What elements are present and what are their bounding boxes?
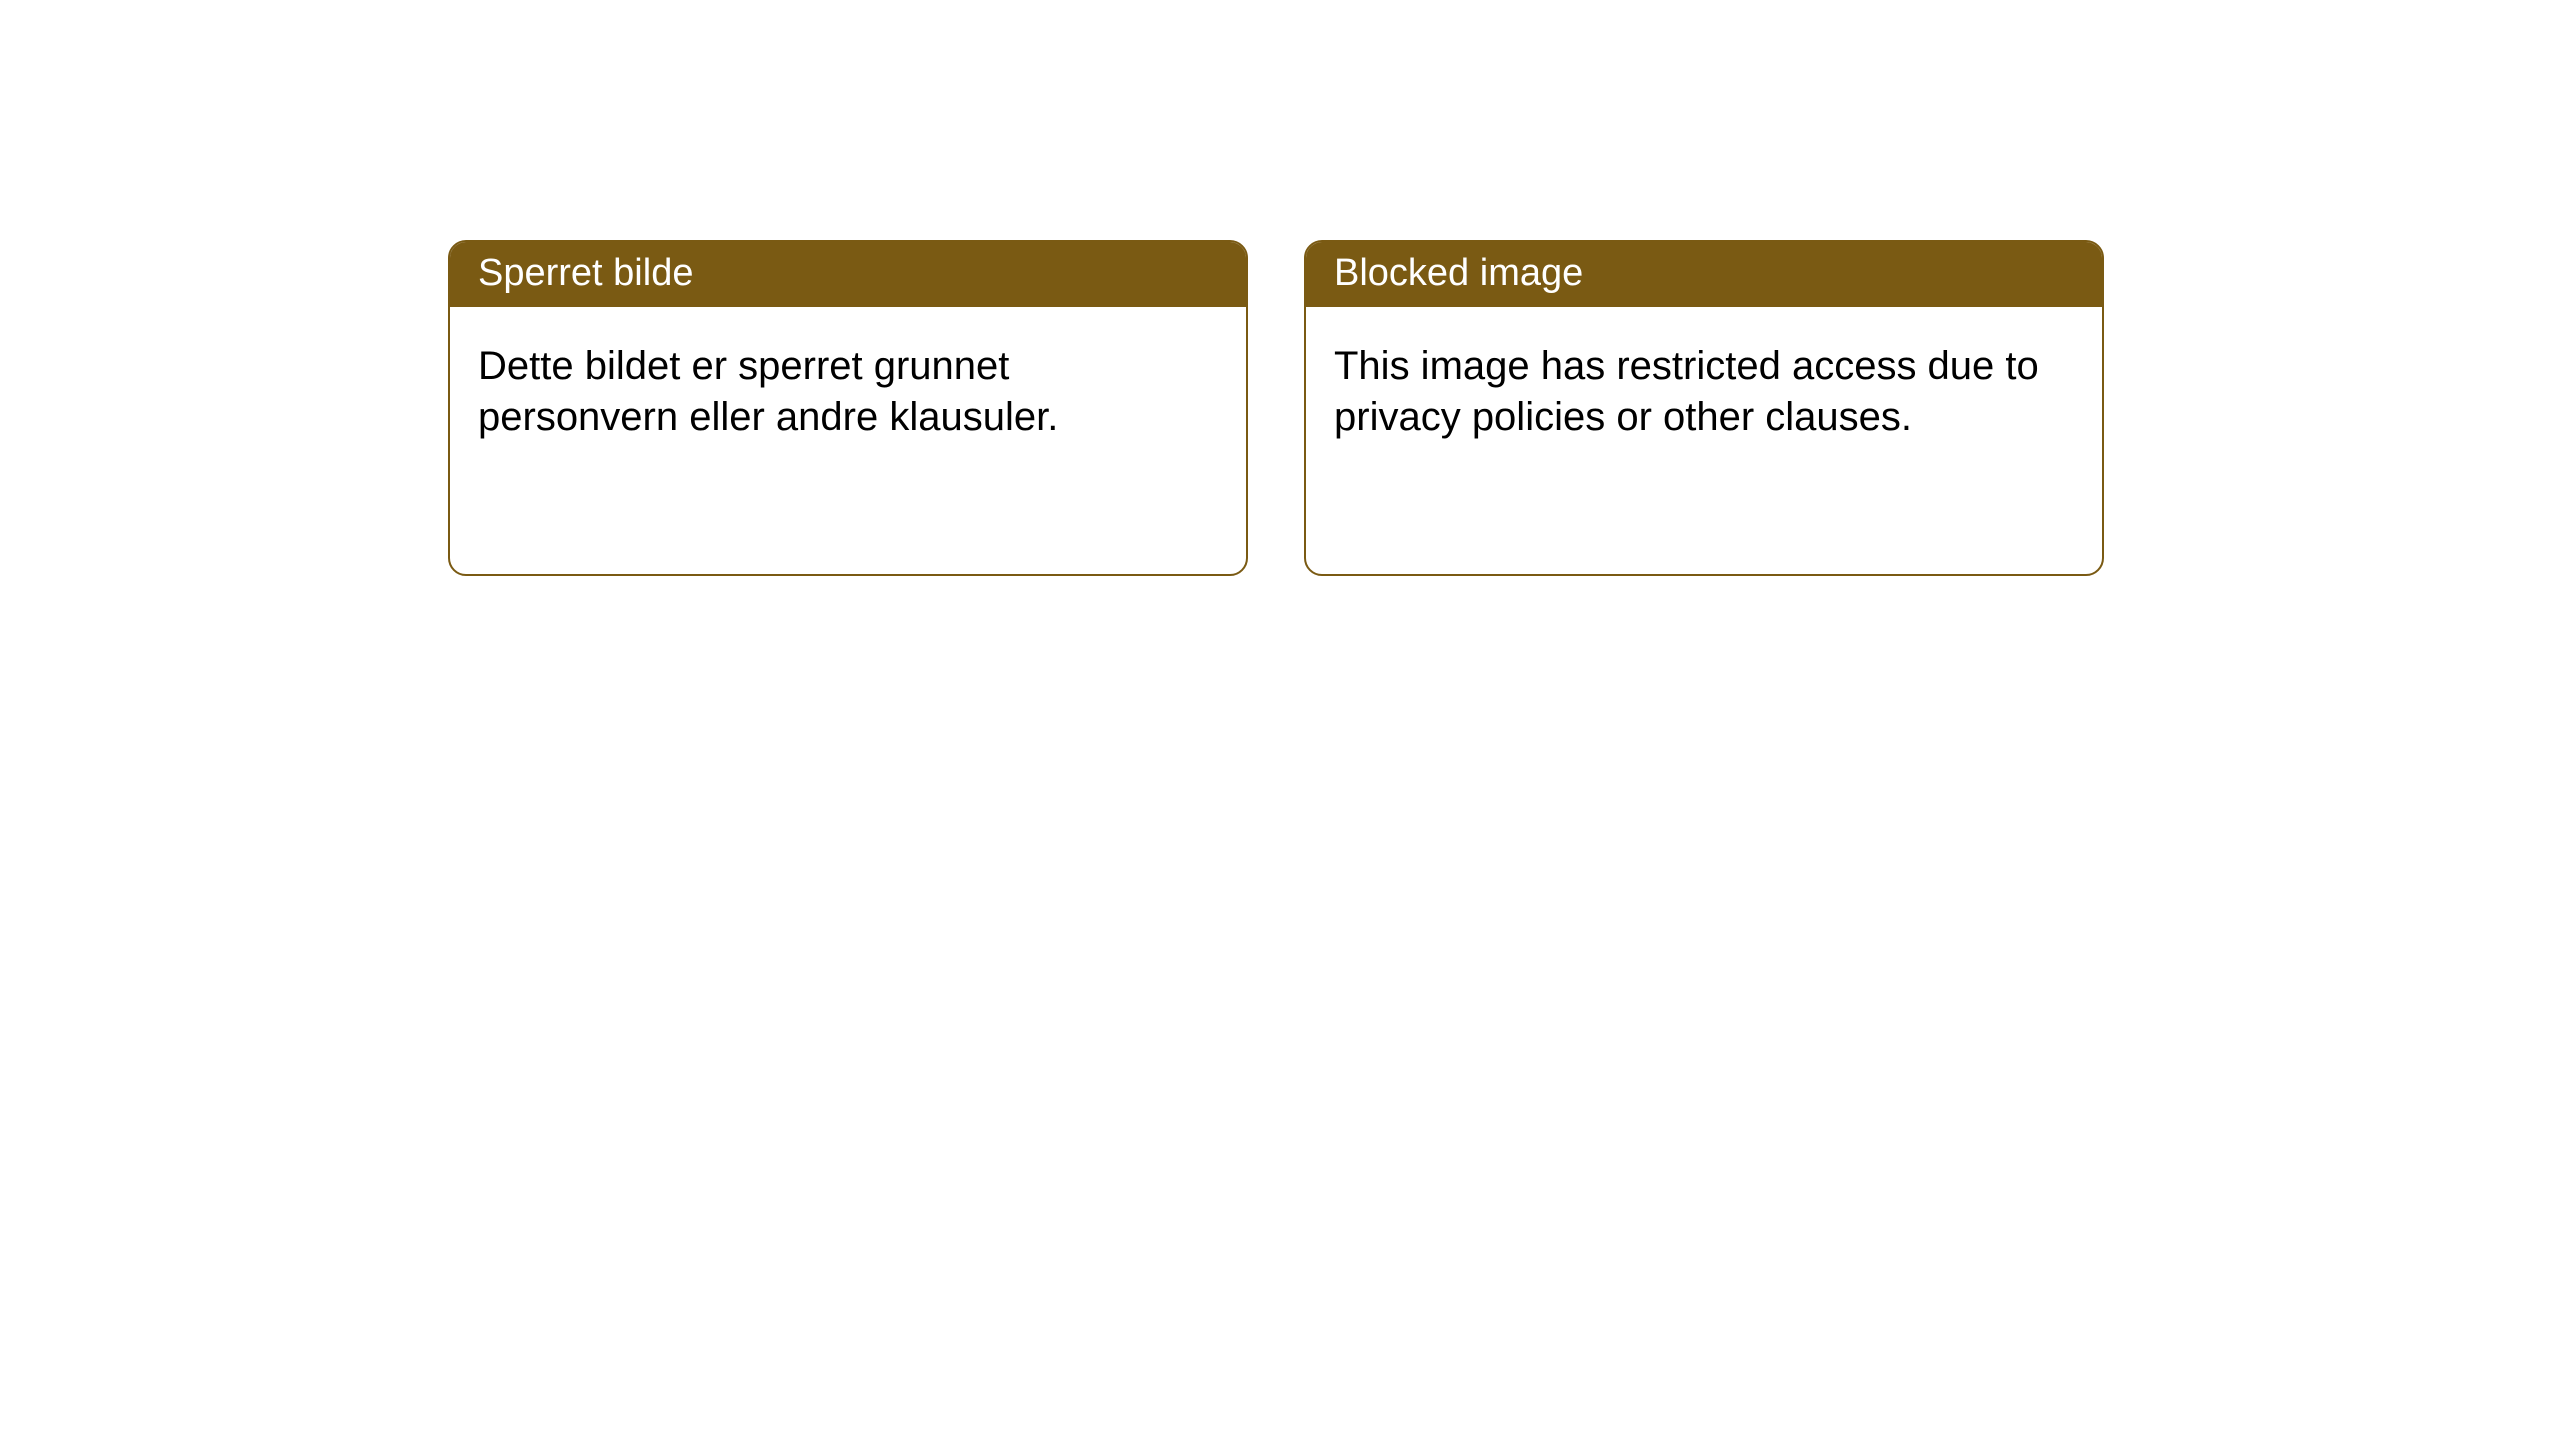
notice-title: Sperret bilde	[450, 242, 1246, 307]
notice-title: Blocked image	[1306, 242, 2102, 307]
notice-body: This image has restricted access due to …	[1306, 307, 2102, 471]
notice-card-norwegian: Sperret bilde Dette bildet er sperret gr…	[448, 240, 1248, 576]
notice-body: Dette bildet er sperret grunnet personve…	[450, 307, 1246, 471]
notice-container: Sperret bilde Dette bildet er sperret gr…	[0, 0, 2560, 576]
notice-card-english: Blocked image This image has restricted …	[1304, 240, 2104, 576]
